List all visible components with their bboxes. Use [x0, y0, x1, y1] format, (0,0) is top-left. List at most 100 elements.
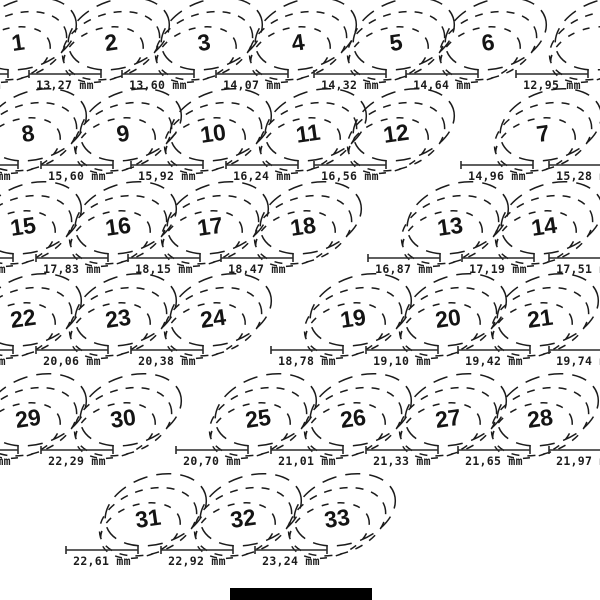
ring-swirl-icon: [0, 87, 88, 175]
ring-size-group: 24 20,38 mm: [130, 272, 273, 368]
ring-number: 3: [196, 29, 212, 57]
diameter-measure: 16,56 mm: [313, 161, 387, 183]
ring-inner-arc: [401, 210, 483, 268]
ring-outer-arc: [79, 87, 183, 162]
ring-number: 22: [9, 304, 38, 333]
ring-outer-arc: [500, 180, 600, 255]
diameter-label: 19,42 mm: [465, 354, 523, 368]
chart-row-2: 8 15,28 mm 9 15,60 mm 10 15,92 mm 11 16,24 mm 12…: [0, 87, 600, 183]
ring-middle-arc: [0, 386, 78, 457]
diameter-measure-wrapped: 21,97 mm: [548, 446, 600, 468]
ring-outer-arc: [199, 472, 303, 547]
chart-row-4: 22 19,74 mm 23 20,06 mm 24 20,38 mm 19 18,78 mm…: [0, 272, 600, 368]
diameter-label: 21,65 mm: [465, 454, 523, 468]
diameter-label: 17,51 mm: [0, 262, 6, 276]
ring-number: 10: [199, 119, 228, 148]
ring-number: 33: [323, 504, 352, 533]
diameter-measure: 14,07 mm: [215, 70, 289, 92]
ring-inner-arc: [491, 302, 573, 360]
ring-size-group: 8 15,28 mm: [0, 87, 88, 183]
ring-outer-arc: [496, 372, 600, 447]
diameter-measure: 21,33 mm: [365, 446, 439, 468]
diameter-measure: 18,78 mm: [270, 346, 344, 368]
ring-inner-arc: [74, 402, 156, 460]
ring-size-group: 16 17,83 mm: [35, 180, 178, 276]
ring-inner-arc: [491, 402, 573, 460]
diameter-label: 20,38 mm: [138, 354, 196, 368]
diameter-label: 23,24 mm: [262, 554, 320, 568]
ring-swirl-icon: [154, 0, 264, 84]
ring-inner-arc: [0, 210, 56, 268]
ring-size-group: 19 18,78 mm: [270, 272, 413, 368]
diameter-measure: 14,96 mm: [460, 161, 534, 183]
diameter-label: 16,87 mm: [375, 262, 433, 276]
diameter-label: 14,64 mm: [413, 78, 471, 92]
ring-outer-arc: [499, 87, 600, 162]
diameter-measure: 17,51 mm: [0, 254, 14, 276]
ring-number: 5: [388, 28, 404, 56]
diameter-measure: 21,01 mm: [270, 446, 344, 468]
ring-outer-arc: [214, 372, 318, 447]
ring-size-group: 9 15,60 mm: [40, 87, 183, 183]
ring-swirl-icon: [248, 0, 358, 84]
ring-inner-arc: [347, 26, 429, 84]
diameter-label: 17,19 mm: [469, 262, 527, 276]
ring-number: 18: [289, 212, 318, 241]
ring-size-group: 15 17,51 mm: [0, 180, 83, 276]
ring-outer-arc: [0, 0, 78, 71]
diameter-label: 22,61 mm: [73, 554, 131, 568]
diameter-label: 14,96 mm: [468, 169, 526, 183]
ring-size-group: 31 22,61 mm: [65, 472, 208, 568]
ring-inner-arc: [439, 26, 521, 84]
ring-outer-arc: [259, 180, 363, 255]
ring-inner-arc: [69, 210, 151, 268]
ring-inner-arc: [99, 502, 181, 560]
ring-size-group: 17 18,15 mm: [127, 180, 270, 276]
ring-outer-arc: [160, 0, 264, 71]
ring-number: 8: [20, 119, 36, 147]
ring-number: 6: [480, 29, 496, 57]
ring-inner-arc: [259, 117, 341, 175]
ring-inner-arc: [495, 210, 577, 268]
ring-number: 31: [134, 504, 163, 533]
ring-outer-arc: [104, 472, 208, 547]
ring-inner-arc: [304, 302, 386, 360]
ring-size-group: 12 16,56 mm: [313, 87, 456, 183]
ring-outer-arc: [0, 272, 83, 347]
ring-swirl-icon: [493, 87, 600, 175]
ring-outer-arc: [254, 0, 358, 71]
diameter-measure: 12,95 mm: [0, 70, 9, 92]
ring-number: 20: [434, 304, 463, 333]
ring-inner-arc: [0, 302, 56, 360]
ring-size-group: 1 12,95 mm: [0, 0, 78, 92]
diameter-label-wrapped: 17,51 mm: [556, 262, 600, 276]
ring-number: 2: [103, 29, 119, 57]
diameter-measure: 15,28 mm: [0, 161, 19, 183]
ring-outer-arc: [554, 0, 600, 71]
ring-size-group: 23 20,06 mm: [35, 272, 178, 368]
ring-inner-arc: [494, 117, 576, 175]
ring-number: 24: [199, 304, 228, 333]
diameter-measure: 14,64 mm: [405, 70, 479, 92]
ring-number: 14: [530, 212, 559, 241]
ring-size-group: 27 21,33 mm: [365, 372, 508, 468]
ring-size-group: 29 21,97 mm: [0, 372, 88, 468]
ring-inner-arc: [209, 402, 291, 460]
ring-outer-arc: [496, 272, 600, 347]
ring-number: 23: [104, 304, 133, 333]
diameter-label-wrapped: 21,97 mm: [556, 454, 600, 468]
diameter-label: 20,06 mm: [43, 354, 101, 368]
ring-number: 16: [104, 212, 133, 241]
ring-outer-arc: [74, 272, 178, 347]
ring-swirl-icon: [160, 180, 270, 268]
ring-size-group: 32 22,92 mm: [160, 472, 303, 568]
ring-size-group: 20 19,10 mm: [365, 272, 508, 368]
ring-inner-arc: [549, 26, 600, 84]
ring-inner-arc: [0, 117, 61, 175]
ring-inner-arc: [304, 402, 386, 460]
diameter-label: 15,28 mm: [0, 169, 11, 183]
ring-inner-arc: [164, 302, 246, 360]
ring-swirl-icon: [303, 272, 413, 360]
ring-number: 19: [339, 304, 368, 333]
diameter-measure-wrapped: 12,95 mm: [515, 70, 589, 92]
